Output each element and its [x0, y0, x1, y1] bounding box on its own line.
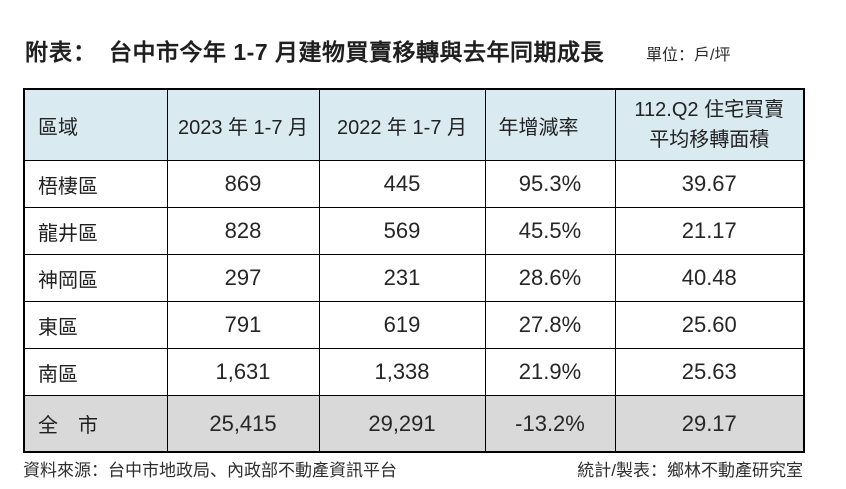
col-header-area-line2: 平均移轉面積: [649, 129, 770, 151]
area-cell: 21.17: [614, 207, 805, 255]
region-cell: 梧棲區: [23, 160, 168, 208]
value-2022-cell: 569: [318, 207, 486, 255]
title-prefix: 附表：: [25, 39, 97, 65]
value-2023-cell: 297: [166, 254, 320, 302]
region-cell: 龍井區: [23, 207, 168, 255]
yoy-cell: 95.3%: [484, 160, 616, 208]
transfer-table: 區域 2023 年 1-7 月 2022 年 1-7 月 年增減率 112.Q2…: [23, 88, 805, 453]
value-2023-cell: 791: [166, 301, 320, 349]
area-cell: 25.60: [614, 301, 805, 349]
value-2022-cell: 231: [318, 254, 486, 302]
yoy-cell: 21.9%: [484, 348, 616, 396]
col-header-area: 112.Q2 住宅買賣 平均移轉面積: [614, 88, 805, 161]
credit-note: 統計/製表：鄉林不動產研究室: [577, 461, 803, 480]
table-row: 神岡區 297 231 28.6% 40.48: [23, 254, 805, 302]
total-yoy-cell: -13.2%: [484, 395, 616, 453]
page-title: 台中市今年 1-7 月建物買賣移轉與去年同期成長: [109, 39, 605, 65]
total-row: 全 市 25,415 29,291 -13.2% 29.17: [23, 395, 805, 453]
total-2022-cell: 29,291: [318, 395, 486, 453]
col-header-2023: 2023 年 1-7 月: [166, 88, 320, 161]
yoy-cell: 27.8%: [484, 301, 616, 349]
col-header-region: 區域: [23, 88, 168, 161]
value-2023-cell: 1,631: [166, 348, 320, 396]
unit-label: 單位：戶/坪: [646, 47, 731, 64]
total-area-cell: 29.17: [614, 395, 805, 453]
source-note: 資料來源：台中市地政局、內政部不動產資訊平台: [23, 461, 397, 480]
table-row: 南區 1,631 1,338 21.9% 25.63: [23, 348, 805, 396]
area-cell: 39.67: [614, 160, 805, 208]
value-2022-cell: 1,338: [318, 348, 486, 396]
col-header-2022: 2022 年 1-7 月: [318, 88, 486, 161]
col-header-area-line1: 112.Q2 住宅買賣: [634, 99, 785, 121]
table-row: 龍井區 828 569 45.5% 21.17: [23, 207, 805, 255]
total-region-cell: 全 市: [23, 395, 168, 453]
region-cell: 東區: [23, 301, 168, 349]
region-cell: 神岡區: [23, 254, 168, 302]
footer: 資料來源：台中市地政局、內政部不動產資訊平台 統計/製表：鄉林不動產研究室: [23, 456, 803, 481]
area-cell: 40.48: [614, 254, 805, 302]
yoy-cell: 28.6%: [484, 254, 616, 302]
table-header-row: 區域 2023 年 1-7 月 2022 年 1-7 月 年增減率 112.Q2…: [23, 88, 805, 161]
value-2023-cell: 828: [166, 207, 320, 255]
col-header-yoy: 年增減率: [484, 88, 616, 161]
table-row: 東區 791 619 27.8% 25.60: [23, 301, 805, 349]
area-cell: 25.63: [614, 348, 805, 396]
total-2023-cell: 25,415: [166, 395, 320, 453]
yoy-cell: 45.5%: [484, 207, 616, 255]
region-cell: 南區: [23, 348, 168, 396]
value-2023-cell: 869: [166, 160, 320, 208]
table-row: 梧棲區 869 445 95.3% 39.67: [23, 160, 805, 208]
title-row: 附表： 台中市今年 1-7 月建物買賣移轉與去年同期成長 單位：戶/坪: [25, 33, 730, 67]
value-2022-cell: 445: [318, 160, 486, 208]
value-2022-cell: 619: [318, 301, 486, 349]
